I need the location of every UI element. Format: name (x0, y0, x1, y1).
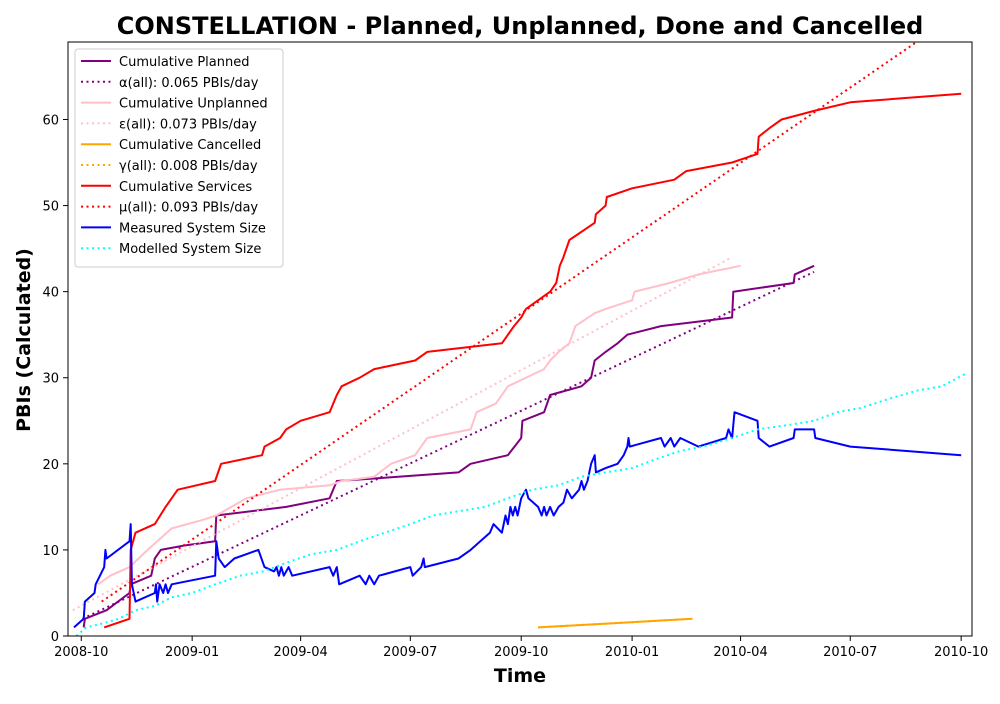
x-tick-label: 2010-10 (934, 645, 988, 660)
legend: Cumulative Planned α(all): 0.065 PBIs/day… (74, 48, 284, 268)
x-tick-label: 2009-01 (165, 645, 219, 660)
y-tick-label: 30 (42, 372, 59, 387)
legend-label-modelled-system-size: Modelled System Size (119, 242, 261, 257)
series-line-cumulative-services (103, 92, 962, 629)
axes: 2008-10 2009-01 2009-04 2009-07 2009-10 2010-… (42, 41, 988, 660)
x-axis-label: Time (494, 665, 546, 687)
series-line-measured-system-size (73, 411, 962, 629)
legend-box (74, 48, 284, 268)
plot-frame (67, 41, 973, 637)
x-tick-label: 2010-04 (713, 645, 767, 660)
y-tick-label: 10 (42, 544, 59, 559)
y-tick-label: 40 (42, 286, 59, 301)
series-line-all-0-008-pbis-day (538, 617, 693, 629)
series-line-modelled-system-size (75, 372, 967, 636)
series-line-all-0-073-pbis-day (72, 256, 733, 612)
legend-label-measured-system-size: Measured System Size (119, 221, 266, 236)
series-group (72, 42, 967, 636)
series-line-cumulative-unplanned (97, 264, 741, 586)
y-tick-label: 20 (42, 458, 59, 473)
y-tick-label: 0 (51, 630, 59, 645)
x-tick-label: 2010-01 (605, 645, 659, 660)
legend-label-cumulative-unplanned: Cumulative Unplanned (119, 97, 268, 112)
y-tick-label: 50 (42, 200, 59, 215)
legend-label-all-0-065-pbis-day: α(all): 0.065 PBIs/day (119, 76, 259, 91)
plot-area (72, 42, 967, 636)
x-tick-label: 2010-07 (823, 645, 877, 660)
x-tick-label: 2008-10 (54, 645, 108, 660)
legend-label-all-0-093-pbis-day: μ(all): 0.093 PBIs/day (119, 201, 258, 216)
y-axis-label: PBIs (Calculated) (13, 248, 35, 432)
legend-label-all-0-008-pbis-day: γ(all): 0.008 PBIs/day (119, 159, 258, 174)
legend-label-all-0-073-pbis-day: ε(all): 0.073 PBIs/day (119, 117, 257, 132)
legend-label-cumulative-cancelled: Cumulative Cancelled (119, 138, 261, 153)
x-tick-label: 2009-07 (383, 645, 437, 660)
legend-label-cumulative-planned: Cumulative Planned (119, 55, 249, 70)
y-tick-label: 60 (42, 113, 59, 128)
legend-label-cumulative-services: Cumulative Services (119, 180, 252, 195)
x-tick-label: 2009-04 (273, 645, 327, 660)
x-tick-label: 2009-10 (494, 645, 548, 660)
chart-title: CONSTELLATION - Planned, Unplanned, Done… (117, 12, 924, 40)
